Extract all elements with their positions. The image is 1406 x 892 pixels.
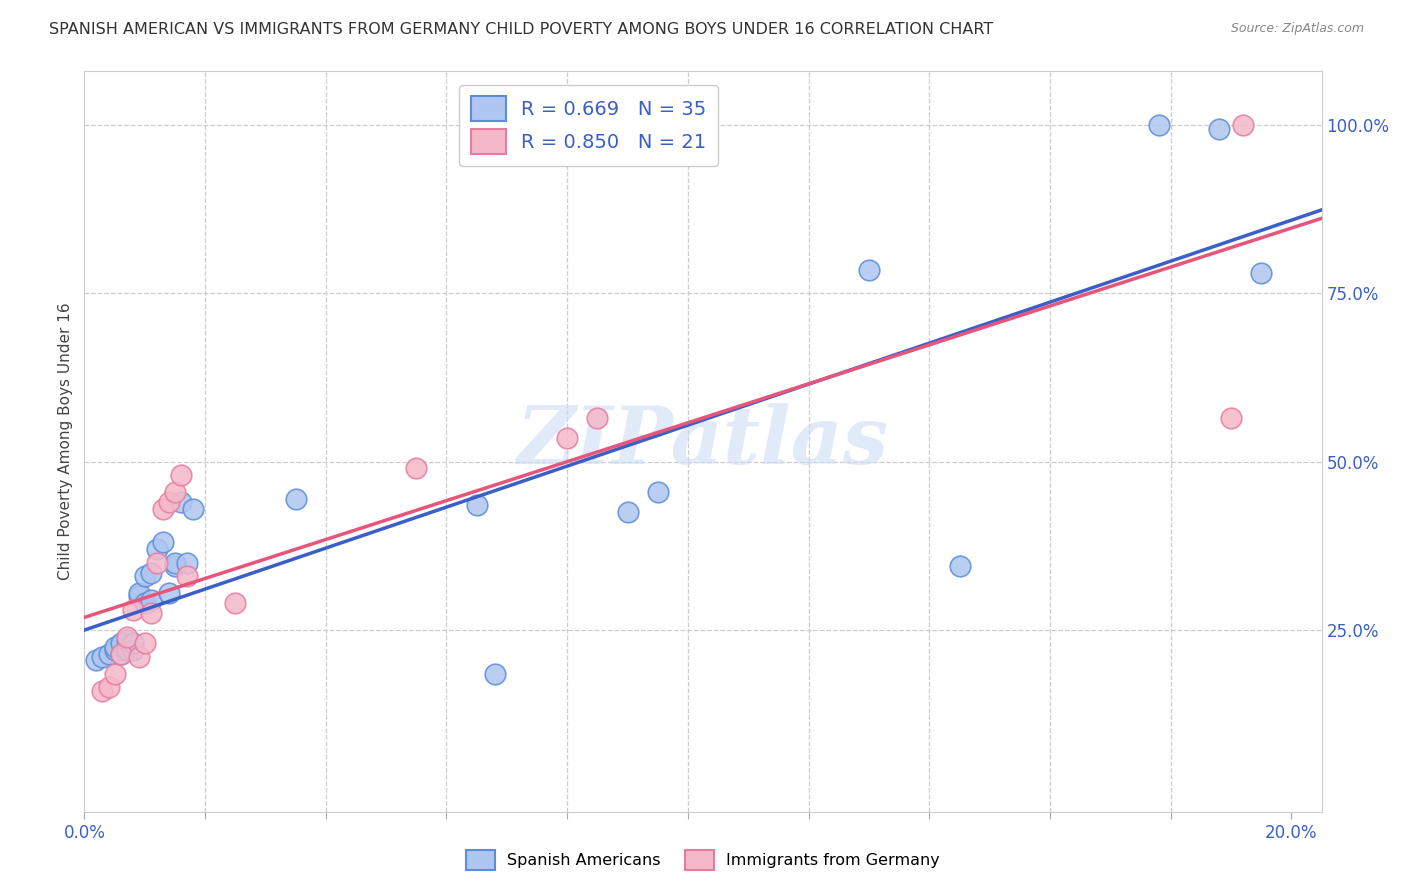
- Point: [1220, 411, 1243, 425]
- Point: [176, 556, 198, 570]
- Point: [858, 263, 880, 277]
- Point: [157, 586, 180, 600]
- Point: [555, 431, 578, 445]
- Point: [616, 505, 638, 519]
- Point: [586, 411, 609, 425]
- Text: SPANISH AMERICAN VS IMMIGRANTS FROM GERMANY CHILD POVERTY AMONG BOYS UNDER 16 CO: SPANISH AMERICAN VS IMMIGRANTS FROM GERM…: [49, 22, 994, 37]
- Point: [484, 666, 506, 681]
- Point: [146, 556, 169, 570]
- Text: ZIPatlas: ZIPatlas: [517, 403, 889, 480]
- Point: [115, 630, 138, 644]
- Point: [115, 633, 138, 648]
- Point: [121, 636, 143, 650]
- Point: [97, 680, 120, 694]
- Point: [1250, 266, 1272, 280]
- Text: Source: ZipAtlas.com: Source: ZipAtlas.com: [1230, 22, 1364, 36]
- Point: [121, 603, 143, 617]
- Point: [134, 569, 156, 583]
- Point: [163, 485, 186, 500]
- Y-axis label: Child Poverty Among Boys Under 16: Child Poverty Among Boys Under 16: [58, 302, 73, 581]
- Point: [110, 647, 132, 661]
- Point: [284, 491, 307, 506]
- Point: [91, 683, 114, 698]
- Point: [157, 495, 180, 509]
- Point: [163, 556, 186, 570]
- Point: [128, 590, 150, 604]
- Point: [181, 501, 204, 516]
- Point: [224, 596, 246, 610]
- Point: [139, 592, 162, 607]
- Point: [163, 559, 186, 574]
- Point: [405, 461, 427, 475]
- Point: [103, 666, 125, 681]
- Point: [146, 542, 169, 557]
- Legend: Spanish Americans, Immigrants from Germany: Spanish Americans, Immigrants from Germa…: [460, 844, 946, 877]
- Point: [86, 653, 108, 667]
- Point: [1147, 118, 1170, 132]
- Point: [152, 535, 174, 549]
- Point: [170, 495, 193, 509]
- Point: [948, 559, 970, 574]
- Point: [1232, 118, 1254, 132]
- Point: [465, 499, 488, 513]
- Point: [176, 569, 198, 583]
- Point: [128, 649, 150, 664]
- Point: [128, 586, 150, 600]
- Point: [647, 485, 669, 500]
- Point: [139, 566, 162, 580]
- Point: [121, 643, 143, 657]
- Point: [97, 647, 120, 661]
- Point: [134, 636, 156, 650]
- Point: [1208, 121, 1230, 136]
- Point: [110, 636, 132, 650]
- Point: [115, 643, 138, 657]
- Point: [152, 501, 174, 516]
- Point: [91, 649, 114, 664]
- Point: [134, 596, 156, 610]
- Point: [170, 468, 193, 483]
- Legend: R = 0.669   N = 35, R = 0.850   N = 21: R = 0.669 N = 35, R = 0.850 N = 21: [460, 85, 718, 166]
- Point: [103, 643, 125, 657]
- Point: [139, 606, 162, 620]
- Point: [103, 640, 125, 654]
- Point: [110, 647, 132, 661]
